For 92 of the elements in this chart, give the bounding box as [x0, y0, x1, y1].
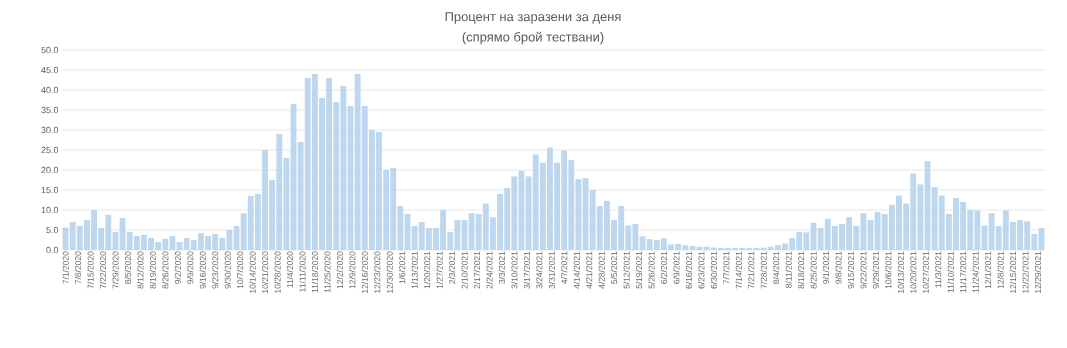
x-tick-label: 1/13/2021	[411, 251, 418, 289]
x-tick-label: 6/16/2021	[685, 251, 692, 289]
x-tick-label: 8/26/2020	[162, 251, 169, 289]
x-tick-label: 4/28/2021	[598, 251, 605, 289]
x-tick-label: 9/22/2021	[860, 251, 867, 289]
x-tick-label: 12/22/2021	[1022, 251, 1029, 293]
x-tick-label: 10/21/2020	[261, 251, 269, 293]
x-tick-label: 11/4/2020	[286, 251, 294, 288]
x-tick-label: 12/16/2020	[361, 251, 368, 293]
x-tick-label: 6/30/2021	[710, 251, 717, 289]
x-tick-label: 12/1/2021	[984, 251, 992, 289]
x-tick-label: 8/18/2021	[797, 251, 805, 289]
x-tick-label: 4/7/2021	[561, 251, 568, 284]
x-tick-label: 9/9/2020	[187, 251, 194, 284]
x-tick-label: 9/23/2020	[212, 251, 219, 289]
x-tick-label: 6/23/2021	[698, 251, 705, 289]
x-tick-label: 2/3/2021	[448, 251, 456, 284]
x-tick-label: 3/3/2021	[498, 251, 505, 284]
x-tick-label: 12/9/2020	[349, 251, 356, 289]
x-tick-label: 3/10/2021	[511, 251, 518, 289]
y-tick-label: 45.0	[41, 66, 59, 74]
x-tick-label: 3/31/2021	[548, 251, 555, 289]
x-tick-label: 9/2/2020	[174, 251, 181, 284]
x-tick-label: 10/6/2021	[885, 251, 892, 289]
x-tick-label: 2/10/2021	[461, 251, 468, 289]
x-tick-label: 11/3/2021	[935, 251, 942, 288]
y-tick-label: 5.0	[46, 226, 59, 234]
x-tick-label: 10/28/2020	[274, 251, 281, 293]
y-tick-label: 35.0	[41, 106, 59, 114]
x-tick-label: 12/8/2021	[997, 251, 1004, 289]
x-tick-label: 11/24/2021	[972, 251, 979, 293]
x-tick-label: 12/15/2021	[1009, 251, 1017, 293]
x-tick-label: 6/2/2021	[660, 251, 668, 284]
x-tick-label: 1/27/2021	[436, 251, 443, 289]
x-tick-label: 4/14/2021	[573, 251, 580, 289]
chart-title: Процент на заразени за деня	[445, 12, 621, 24]
x-tick-label: 5/5/2021	[610, 251, 618, 284]
x-tick-label: 11/25/2020	[324, 251, 331, 293]
x-tick-label: 8/25/2021	[810, 251, 817, 289]
x-tick-label: 8/19/2020	[149, 251, 156, 289]
x-tick-label: 12/2/2020	[336, 251, 343, 289]
x-tick-label: 9/29/2021	[872, 251, 879, 289]
x-tick-label: 12/23/2020	[374, 251, 381, 293]
x-tick-label: 7/28/2021	[760, 251, 767, 289]
x-tick-label: 7/7/2021	[723, 251, 730, 284]
y-tick-label: 50.0	[41, 46, 59, 54]
y-tick-label: 0.0	[46, 246, 59, 254]
x-tick-label: 6/9/2021	[673, 251, 680, 284]
x-tick-label: 11/17/2021	[959, 251, 967, 293]
chart-subtitle: (спрямо брой тествани)	[462, 31, 604, 45]
x-tick-label: 2/17/2021	[473, 251, 481, 289]
x-tick-label: 9/8/2021	[835, 251, 842, 284]
x-tick-label: 8/12/2020	[137, 251, 144, 289]
y-tick-label: 25.0	[41, 146, 59, 154]
x-tick-label: 12/30/2020	[386, 251, 393, 293]
x-tick-label: 11/11/2020	[299, 251, 306, 292]
x-tick-label: 2/24/2021	[486, 251, 493, 289]
y-tick-label: 20.0	[41, 166, 59, 174]
x-tick-label: 10/20/2021	[910, 251, 917, 293]
x-tick-label: 7/14/2021	[735, 251, 742, 289]
x-tick-label: 9/1/2021	[822, 251, 830, 284]
x-tick-label: 5/19/2021	[635, 251, 643, 289]
x-tick-label: 8/11/2021	[785, 251, 792, 288]
x-tick-label: 3/24/2021	[536, 251, 543, 289]
x-tick-label: 5/12/2021	[623, 251, 630, 289]
x-tick-label: 1/20/2021	[423, 251, 431, 289]
x-tick-label: 10/13/2021	[897, 251, 904, 293]
x-tick-label: 11/18/2020	[311, 251, 318, 293]
y-tick-label: 15.0	[41, 186, 59, 194]
y-tick-label: 10.0	[41, 206, 59, 214]
x-tick-label: 7/22/2020	[99, 251, 107, 289]
x-tick-label: 1/6/2021	[399, 251, 406, 284]
x-tick-label: 7/8/2020	[74, 251, 82, 284]
x-tick-label: 10/14/2020	[249, 251, 256, 293]
x-tick-label: 8/5/2020	[124, 251, 131, 284]
x-tick-label: 8/4/2021	[773, 251, 780, 284]
x-tick-label: 7/21/2021	[748, 251, 755, 289]
y-tick-label: 30.0	[41, 126, 59, 134]
x-tick-label: 3/17/2021	[523, 251, 530, 289]
x-tick-label: 12/29/2021	[1034, 251, 1041, 293]
x-tick-label: 4/21/2021	[586, 251, 593, 289]
x-tick-label: 7/29/2020	[112, 251, 119, 289]
x-tick-label: 11/10/2021	[947, 251, 954, 293]
x-tick-label: 7/15/2020	[87, 251, 94, 289]
x-tick-label: 9/16/2020	[199, 251, 206, 289]
y-tick-label: 40.0	[41, 86, 59, 94]
x-tick-label: 9/30/2020	[224, 251, 231, 289]
x-tick-label: 5/26/2021	[648, 251, 655, 289]
x-tick-label: 10/27/2021	[922, 251, 929, 293]
x-tick-label: 7/1/2020	[62, 251, 69, 284]
x-tick-label: 10/7/2020	[236, 251, 244, 289]
x-tick-label: 9/15/2021	[847, 251, 855, 289]
